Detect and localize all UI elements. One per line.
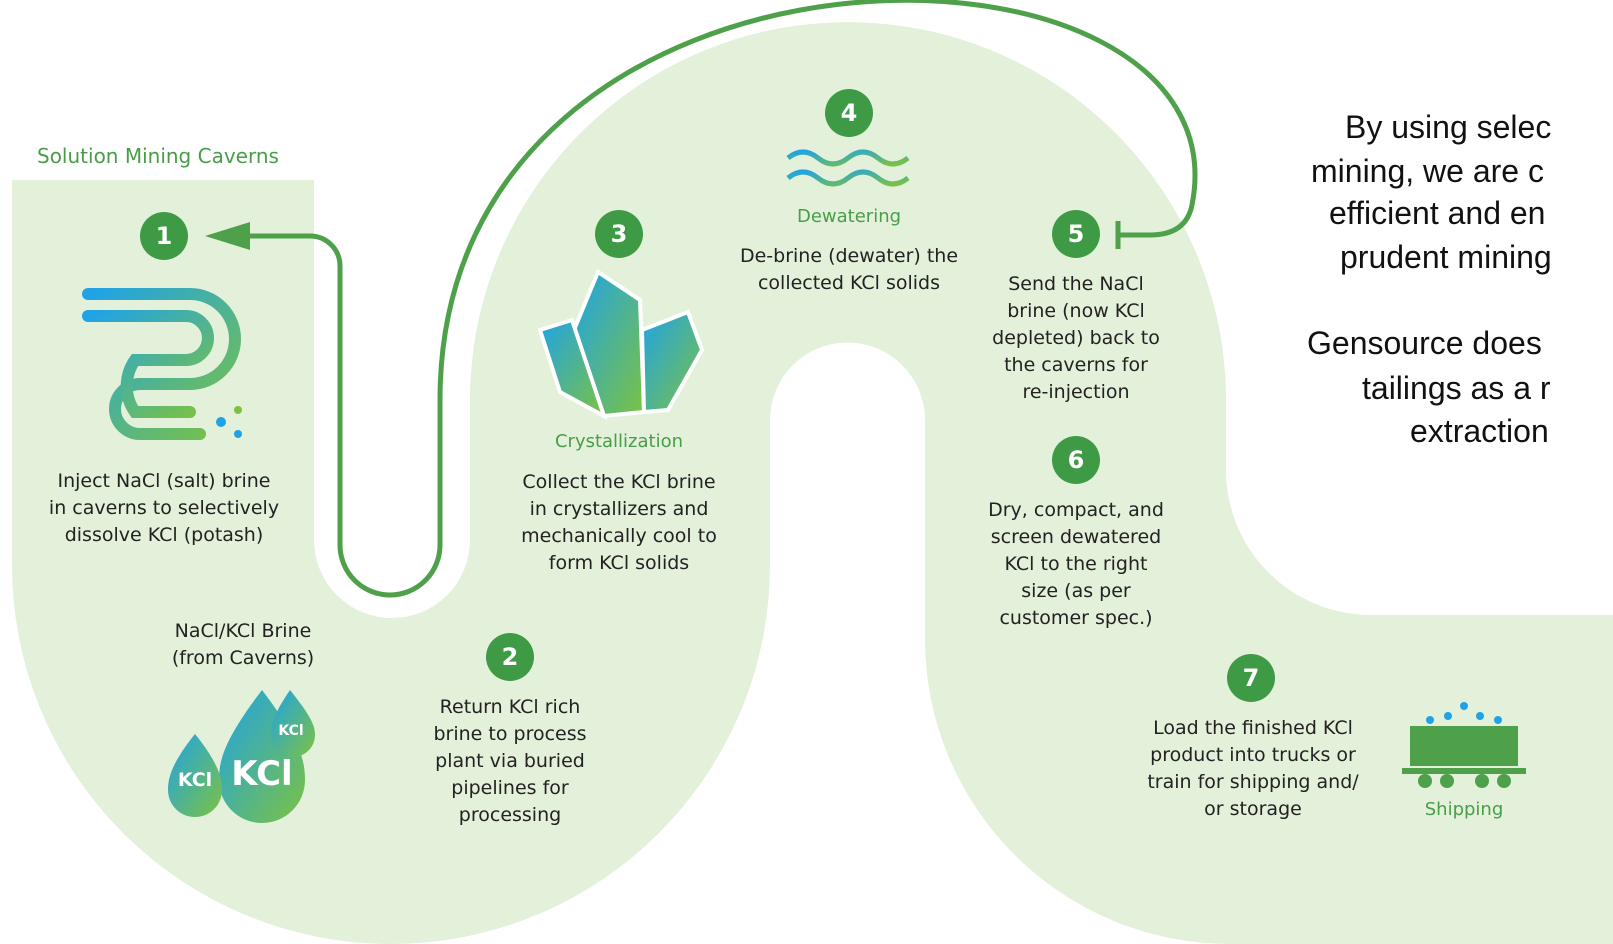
step-text: depleted) back to [992,327,1160,349]
step-number: 3 [611,220,628,248]
drop-label: KCl [231,754,292,794]
icon-label: Crystallization [555,431,683,452]
drop-label: KCl [178,769,212,791]
diagram: Solution Mining Caverns 1 Inject NaCl (sa… [0,0,1613,944]
step-text: collected KCl solids [758,272,940,294]
step-number: 7 [1243,664,1260,692]
step-number: 4 [841,99,858,127]
step-text: Dry, compact, and [988,499,1164,521]
step-text: customer spec.) [999,607,1152,629]
page: Solution Mining Caverns 1 Inject NaCl (sa… [0,0,1613,944]
step-number: 1 [156,222,173,250]
side-text: By using selec [1345,109,1551,145]
section-title: Solution Mining Caverns [37,144,279,168]
side-text: tailings as a r [1362,370,1551,406]
step-text: Collect the KCl brine [522,471,715,493]
step-text: brine (now KCl [1007,300,1145,322]
step-text: Inject NaCl (salt) brine [57,470,270,492]
step-text: re-injection [1022,381,1129,403]
step-text: brine to process [433,723,586,745]
step-text: pipelines for [451,777,569,799]
step-text: Load the finished KCl [1153,717,1353,739]
step-text: size (as per [1021,580,1131,602]
step-text: in caverns to selectively [49,497,279,519]
side-text: Gensource does [1307,325,1542,361]
step-text: product into trucks or [1150,744,1356,766]
step-number: 5 [1068,220,1085,248]
step-text: form KCl solids [549,552,689,574]
brine-label: (from Caverns) [172,647,314,669]
step-text: dissolve KCl (potash) [65,524,264,546]
brine-label: NaCl/KCl Brine [175,620,312,642]
step-text: Send the NaCl [1008,273,1144,295]
step-text: the caverns for [1004,354,1148,376]
step-text: KCl to the right [1005,553,1148,575]
step-text: Return KCl rich [440,696,581,718]
step-text: screen dewatered [991,526,1161,548]
step-number: 2 [502,643,519,671]
step-text: in crystallizers and [530,498,709,520]
step-text: or storage [1204,798,1302,820]
icon-label: Shipping [1425,799,1504,820]
step-text: processing [459,804,561,826]
step-text: mechanically cool to [521,525,717,547]
side-text: prudent mining [1340,239,1552,275]
side-text: efficient and en [1329,195,1545,231]
step-text: De-brine (dewater) the [740,245,958,267]
side-text: mining, we are c [1311,153,1544,189]
step-text: train for shipping and/ [1147,771,1359,793]
step-text: plant via buried [435,750,585,772]
drop-label: KCl [278,723,303,739]
side-text: extraction [1410,413,1549,449]
step-number: 6 [1068,446,1085,474]
icon-label: Dewatering [797,206,901,227]
